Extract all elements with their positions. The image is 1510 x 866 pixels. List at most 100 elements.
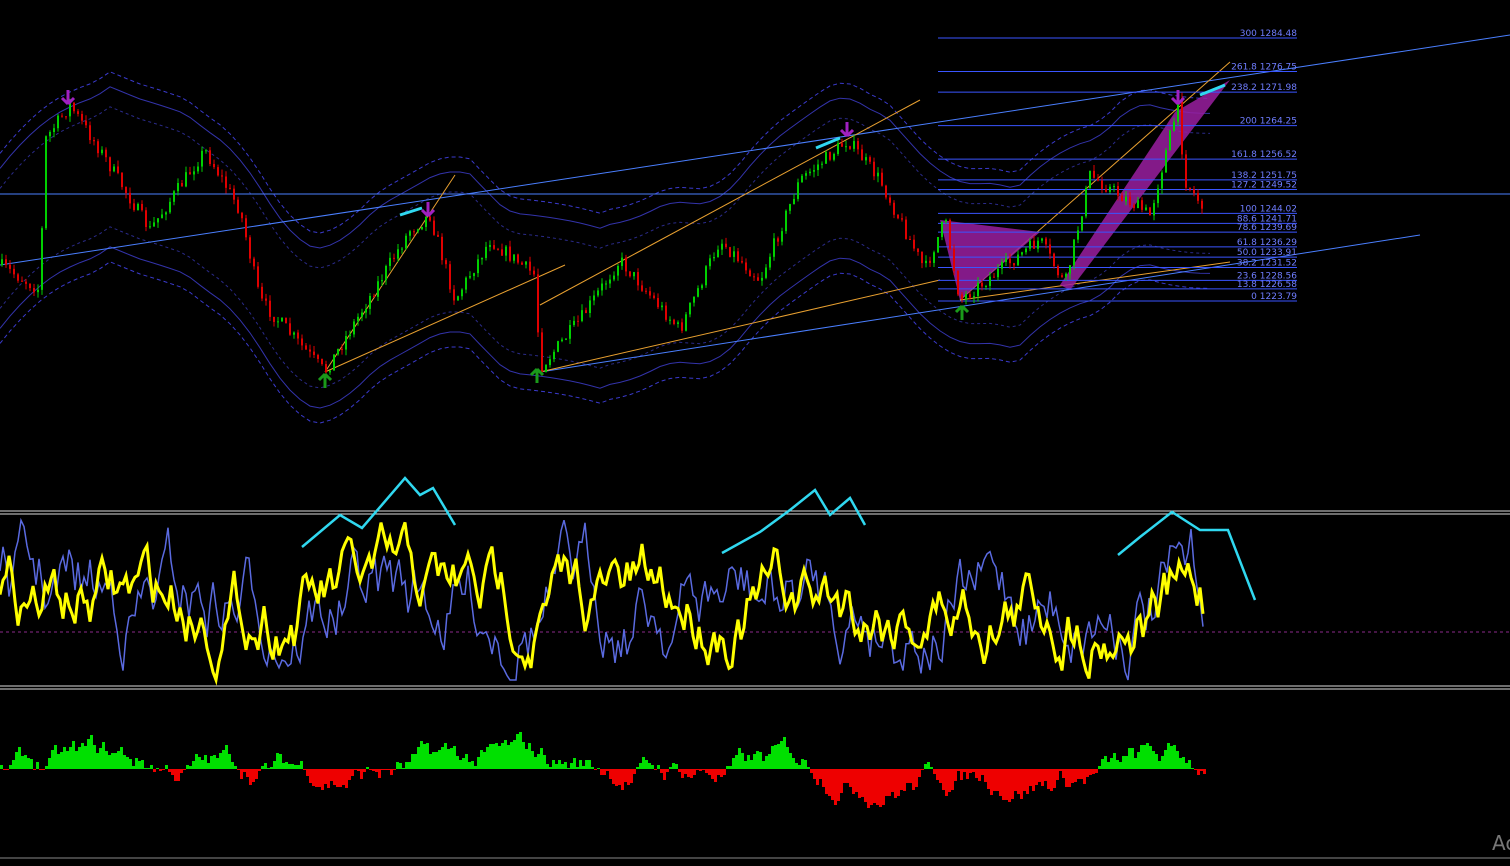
histogram-bar [1194,769,1197,770]
histogram-bar [330,769,333,781]
histogram-bar [282,763,285,769]
histogram-bar [267,768,270,769]
histogram-bar [507,745,510,769]
candle-body [769,256,771,268]
histogram-bar [354,769,357,770]
signal-arrow [839,122,855,138]
fib-ratio: 100 [1240,204,1257,214]
histogram-bar [549,767,552,769]
candle-body [545,365,547,373]
histogram-bar [1170,746,1173,769]
candle-body [889,197,891,203]
candle-body [509,246,511,261]
candle-body [221,175,223,177]
candle-body [225,176,227,188]
histogram-bar [126,757,129,769]
trend-line [539,99,921,306]
histogram-bar [813,769,816,779]
histogram-bar [864,769,867,802]
histogram-bar [342,769,345,785]
histogram-bar [351,769,354,776]
fib-level-label: 300 1284.48 [1240,29,1298,39]
histogram-bar [975,769,978,778]
histogram-bar [795,763,798,769]
trend-line [324,264,566,373]
candle-body [293,332,295,335]
histogram-bar [546,764,549,769]
histogram-bar [345,769,348,788]
histogram-bar [573,758,576,769]
candle-body [389,257,391,266]
candle-body [209,150,211,164]
candle-body [729,247,731,257]
signal-arrow [1170,90,1186,106]
histogram-bar [57,754,60,769]
candle-body [1097,177,1099,181]
trend-line [539,234,1421,373]
candle-body [25,281,27,284]
candle-body [269,300,271,317]
histogram-bar [453,746,456,769]
candle-body [365,308,367,313]
histogram-bar [597,768,600,769]
histogram-bar [792,758,795,769]
band [0,86,1211,249]
histogram-bar [393,769,396,770]
histogram-bar [0,765,3,769]
histogram-bar [114,753,117,769]
histogram-bar [918,769,921,777]
fib-level-label: 100 1244.02 [1240,204,1297,214]
candle-body [689,302,691,315]
histogram-bar [162,769,165,770]
candle-body [313,351,315,355]
fib-ratio: 78.6 [1237,223,1257,233]
histogram-bar [960,769,963,780]
candle-body [325,364,327,373]
candle-body [621,257,623,266]
candle-body [441,236,443,261]
histogram-bar [774,745,777,769]
histogram-bar [303,769,306,770]
candle-body [201,150,203,167]
histogram-bar [579,760,582,769]
candle-body [1,259,3,265]
histogram-bar [1179,758,1182,769]
fib-ratio: 13.8 [1237,280,1257,290]
histogram-bar [438,750,441,769]
histogram-bar [1128,748,1131,769]
histogram-bar [531,751,534,769]
histogram-bar [1158,761,1161,769]
histogram-bar [651,765,654,769]
histogram-bar [720,769,723,777]
candle-body [805,173,807,176]
candle-body [593,295,595,301]
histogram-bar [171,769,174,775]
candle-body [1009,258,1011,264]
candle-body [953,248,955,272]
candle-body [1189,187,1191,190]
histogram-bar [249,769,252,785]
histogram-bar [78,747,81,769]
candle-body [725,243,727,248]
histogram-bar [690,769,693,778]
candle-body [217,167,219,176]
candle-body [925,260,927,264]
histogram-bar [954,769,957,781]
histogram-bar [21,756,24,769]
histogram-bar [945,769,948,796]
candle-body [1129,196,1131,205]
candle-body [393,257,395,259]
histogram-bar [9,765,12,769]
candle-body [885,185,887,198]
candle-body [553,351,555,360]
histogram-bar [753,754,756,769]
histogram-bar [978,769,981,781]
histogram-bar [186,765,189,769]
histogram-bar [1131,748,1134,769]
histogram-bar [1182,757,1185,769]
candle-body [529,261,531,271]
histogram-bar [1020,769,1023,799]
candle-body [821,163,823,165]
candle-body [709,258,711,267]
histogram-bar [324,769,327,784]
